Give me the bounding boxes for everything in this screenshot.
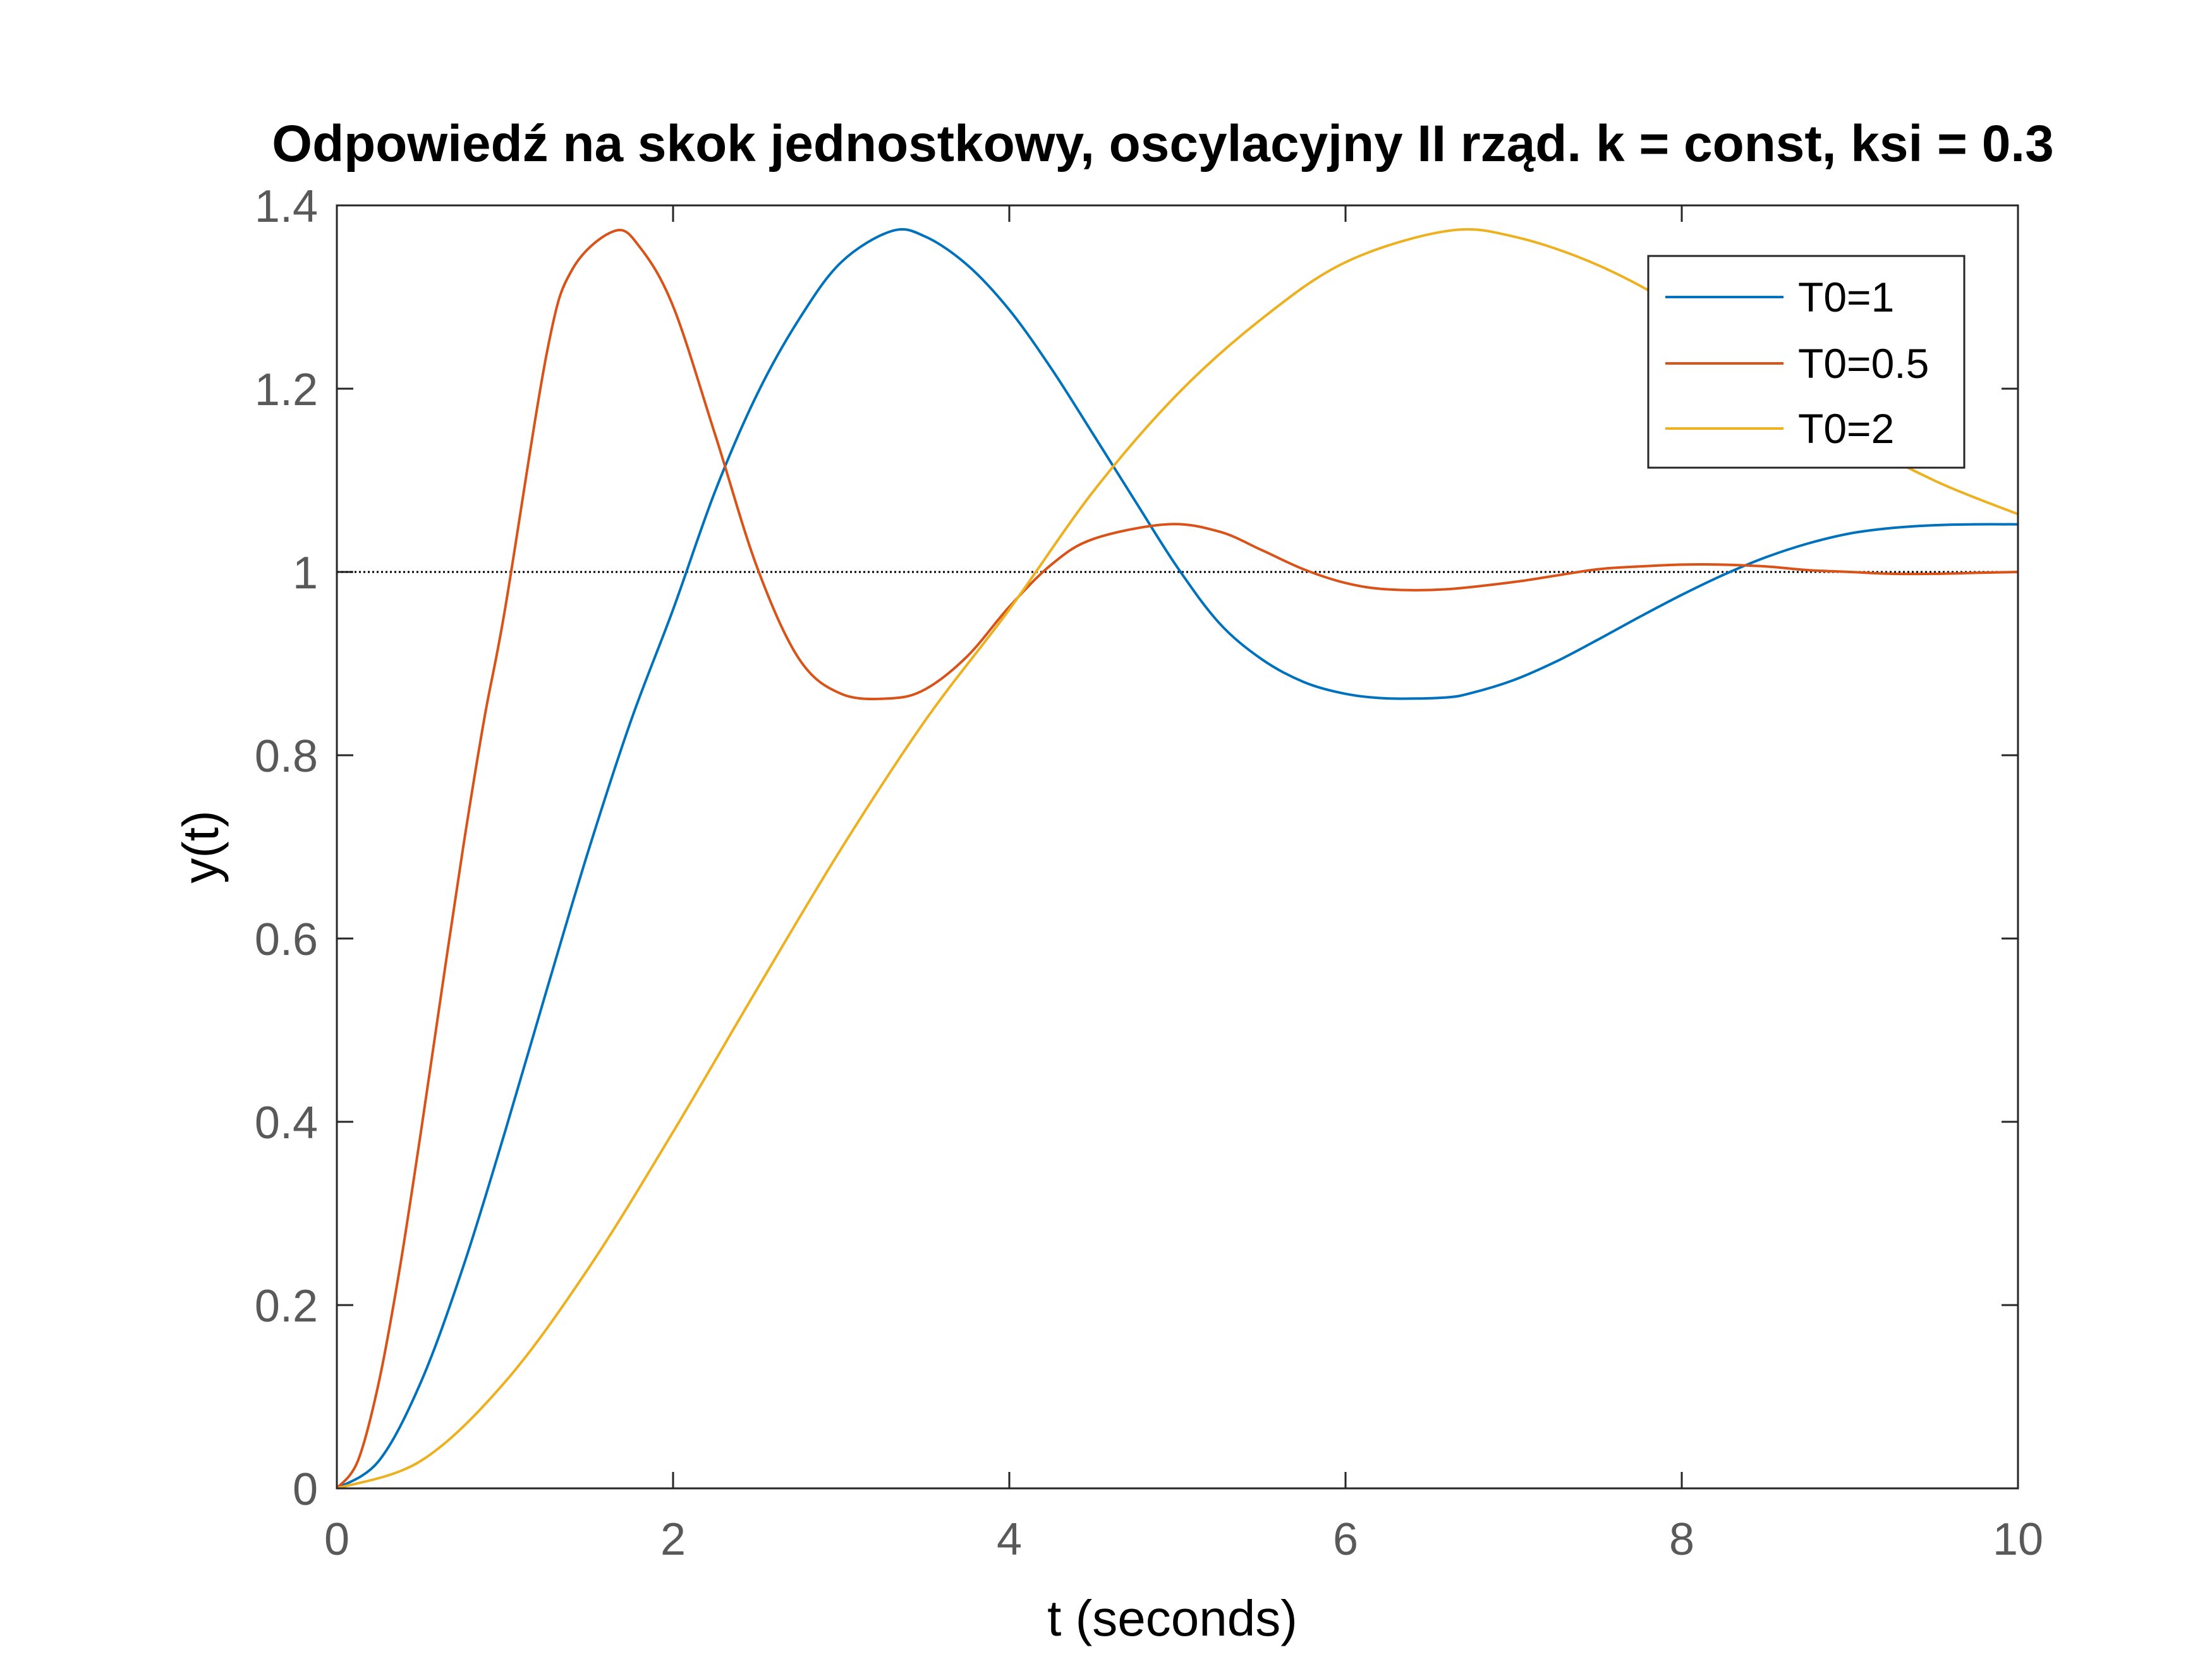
legend-label-t0-2: T0=2 bbox=[1798, 405, 1894, 452]
plot-frame bbox=[336, 204, 2019, 1490]
legend-box bbox=[1647, 255, 1966, 469]
y-tick-label: 1.2 bbox=[255, 365, 318, 415]
legend-label-t0-1: T0=1 bbox=[1798, 274, 1894, 320]
x-tick-label: 2 bbox=[660, 1514, 686, 1565]
tick-labels: 0 2 4 6 8 10 0 0.2 0.4 0.6 0.8 1 1.2 1.4 bbox=[255, 181, 2043, 1565]
y-tick-label: 0.4 bbox=[255, 1098, 318, 1148]
x-tick-label: 6 bbox=[1333, 1514, 1358, 1565]
y-tick-label: 1.4 bbox=[255, 181, 318, 232]
x-tick-label: 10 bbox=[1993, 1514, 2043, 1565]
y-tick-label: 0 bbox=[293, 1464, 318, 1515]
x-tick-label: 4 bbox=[997, 1514, 1022, 1565]
y-tick-label: 0.2 bbox=[255, 1281, 318, 1332]
x-tick-label: 0 bbox=[324, 1514, 349, 1565]
series-line-t0-1 bbox=[337, 228, 2018, 1488]
y-tick-label: 0.6 bbox=[255, 915, 318, 965]
x-tick-label: 8 bbox=[1669, 1514, 1694, 1565]
y-tick-label: 1 bbox=[293, 548, 318, 599]
y-axis-label: y(t) bbox=[173, 810, 229, 884]
x-axis-label: t (seconds) bbox=[1047, 1590, 1297, 1646]
legend-label-t0-0-5: T0=0.5 bbox=[1798, 340, 1929, 387]
y-tick-label: 0.8 bbox=[255, 731, 318, 782]
chart-title: Odpowiedź na skok jednostkowy, oscylacyj… bbox=[272, 115, 2053, 173]
series-line-t0-0-5 bbox=[337, 229, 2018, 1488]
legend: T0=1 T0=0.5 T0=2 bbox=[1647, 255, 1966, 469]
